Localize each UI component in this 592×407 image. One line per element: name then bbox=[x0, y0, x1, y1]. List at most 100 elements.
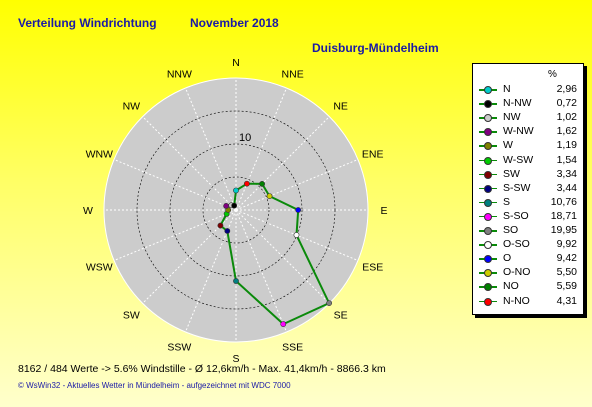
legend-value: 3,34 bbox=[556, 167, 577, 180]
legend-value: 5,50 bbox=[556, 266, 577, 279]
legend-value: 1,54 bbox=[556, 153, 577, 166]
legend-item: S 10,76 bbox=[473, 196, 583, 210]
legend-value: 1,02 bbox=[556, 111, 577, 124]
direction-label-e: E bbox=[380, 205, 387, 217]
point-ene bbox=[266, 193, 273, 200]
legend-item: SO 19,95 bbox=[473, 224, 583, 238]
spoke-se bbox=[235, 209, 330, 304]
point-ese bbox=[293, 232, 300, 238]
legend-value: 9,42 bbox=[556, 252, 577, 265]
legend-direction: W-NW bbox=[503, 125, 534, 138]
legend-dot-marker bbox=[484, 100, 492, 109]
legend-item: O 9,42 bbox=[473, 252, 583, 266]
legend-value: 9,92 bbox=[556, 238, 577, 251]
legend-dot-marker bbox=[484, 269, 492, 278]
legend-direction: S-SO bbox=[503, 209, 529, 222]
point-nne bbox=[243, 180, 250, 187]
legend-dot-marker bbox=[484, 227, 492, 235]
legend-direction: W-SW bbox=[503, 153, 534, 166]
legend-dot-marker bbox=[484, 283, 492, 292]
statistics-line: 8162 / 484 Werte -> 5.6% Windstille - Ø … bbox=[18, 363, 386, 375]
legend-direction: NO bbox=[503, 280, 519, 293]
legend-value: 1,62 bbox=[556, 125, 577, 138]
legend-item: NW 1,02 bbox=[473, 111, 583, 125]
legend-value: 2,96 bbox=[556, 83, 577, 95]
point-ssw bbox=[224, 228, 231, 234]
point-n bbox=[233, 187, 239, 194]
legend-dot-marker bbox=[484, 170, 492, 179]
legend-item: N-NO 4,31 bbox=[473, 295, 583, 309]
ring-10 bbox=[169, 143, 303, 277]
direction-label-s: S bbox=[232, 353, 239, 365]
legend-direction: N bbox=[503, 83, 511, 95]
legend-direction: N-NO bbox=[503, 294, 530, 307]
legend-item: S-SW 3,44 bbox=[473, 182, 583, 196]
spoke-ne bbox=[235, 116, 330, 211]
legend-unit: % bbox=[548, 69, 557, 80]
legend-item: N-NW 0,72 bbox=[473, 97, 583, 111]
legend-item: W 1,19 bbox=[473, 139, 583, 153]
direction-label-ne: NE bbox=[333, 100, 348, 112]
legend-direction: O bbox=[503, 252, 512, 265]
direction-label-nne: NNE bbox=[282, 68, 304, 80]
legend-dot-marker bbox=[484, 184, 492, 193]
legend-value: 5,59 bbox=[556, 280, 577, 293]
direction-label-w: W bbox=[83, 205, 93, 217]
direction-label-wnw: WNW bbox=[86, 148, 113, 160]
legend-value: 4,31 bbox=[556, 294, 577, 307]
legend-dot-marker bbox=[484, 241, 492, 250]
point-se bbox=[326, 300, 333, 307]
point-sse bbox=[280, 321, 287, 327]
point-sw bbox=[217, 222, 224, 229]
point-ne bbox=[259, 181, 265, 187]
point-e bbox=[295, 207, 302, 213]
direction-label-se: SE bbox=[334, 310, 348, 322]
legend-item: N 2,96 bbox=[473, 83, 583, 97]
direction-label-ese: ESE bbox=[362, 262, 383, 274]
direction-label-n: N bbox=[232, 57, 240, 69]
legend-dot-marker bbox=[484, 255, 492, 264]
legend: % N 2,96 N-NW 0,72 NW 1,02 W-NW 1,62 W 1,19 W-SW 1,… bbox=[472, 63, 584, 315]
legend-direction: S bbox=[503, 195, 511, 208]
legend-item: O-NO 5,50 bbox=[473, 266, 583, 280]
direction-label-sw: SW bbox=[123, 310, 140, 322]
legend-direction: O-SO bbox=[503, 238, 530, 251]
legend-dot-marker bbox=[484, 198, 492, 207]
chart-title: Verteilung Windrichtung bbox=[18, 16, 157, 30]
legend-dot-marker bbox=[484, 86, 492, 94]
legend-item: W-SW 1,54 bbox=[473, 154, 583, 168]
point-nnw bbox=[231, 202, 238, 209]
legend-item: S-SO 18,71 bbox=[473, 210, 583, 224]
chart-month: November 2018 bbox=[190, 16, 279, 30]
legend-value: 18,71 bbox=[550, 209, 577, 222]
legend-dot-marker bbox=[484, 142, 492, 151]
legend-dot-marker bbox=[484, 212, 492, 221]
ring-label: 10 bbox=[239, 132, 251, 144]
legend-item: NO 5,59 bbox=[473, 280, 583, 294]
legend-value: 3,44 bbox=[556, 181, 577, 194]
direction-label-sse: SSE bbox=[282, 342, 303, 354]
legend-item: O-SO 9,92 bbox=[473, 238, 583, 252]
legend-dot-marker bbox=[484, 156, 492, 165]
legend-item: W-NW 1,62 bbox=[473, 125, 583, 139]
direction-label-ssw: SSW bbox=[167, 342, 191, 354]
legend-direction: S-SW bbox=[503, 181, 531, 194]
ring-5 bbox=[202, 176, 270, 244]
station-name: Duisburg-Mündelheim bbox=[312, 41, 439, 55]
legend-dot-marker bbox=[484, 297, 492, 306]
point-s bbox=[233, 278, 239, 284]
legend-item: SW 3,34 bbox=[473, 168, 583, 182]
legend-value: 19,95 bbox=[550, 224, 577, 236]
legend-value: 0,72 bbox=[556, 97, 577, 110]
direction-label-nnw: NNW bbox=[167, 68, 192, 80]
legend-direction: SO bbox=[503, 224, 519, 236]
legend-dot-marker bbox=[484, 114, 492, 123]
legend-direction: SW bbox=[503, 167, 520, 180]
direction-label-nw: NW bbox=[123, 100, 141, 112]
direction-label-wsw: WSW bbox=[86, 262, 113, 274]
spoke-nw bbox=[142, 116, 237, 211]
legend-direction: NW bbox=[503, 111, 521, 124]
legend-direction: W bbox=[503, 139, 513, 152]
